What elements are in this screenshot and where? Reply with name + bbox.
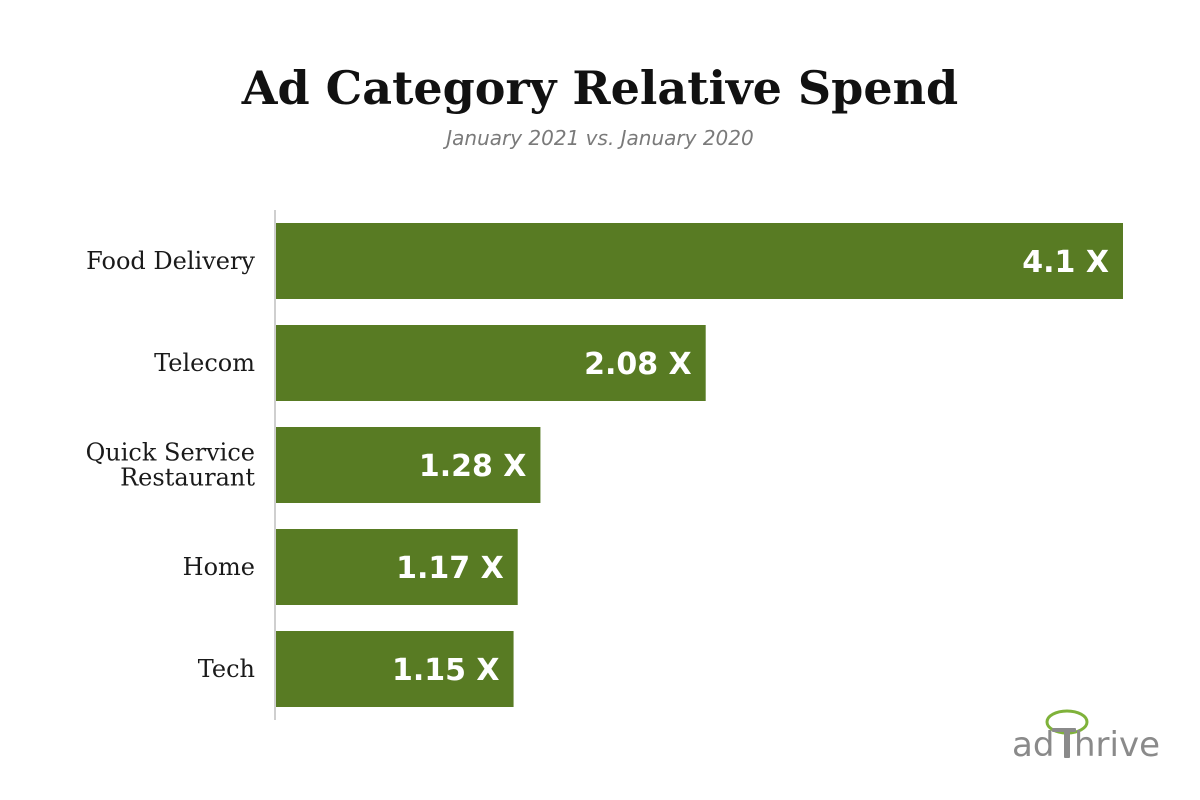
adthrive-logo: ad hrive	[1012, 709, 1160, 765]
chart-title: Ad Category Relative Spend	[241, 61, 958, 115]
data-label-5: 1.15 X	[392, 653, 500, 688]
category-label-4: Home	[183, 553, 255, 581]
tree-icon	[1045, 709, 1089, 758]
bar-5	[276, 631, 514, 707]
bars-group: 4.1 X Food Delivery 2.08 X Telecom 1.28 X Qui…	[86, 223, 1123, 707]
logo-text-left: ad	[1012, 725, 1054, 765]
data-label-1: 4.1 X	[1022, 245, 1109, 280]
data-label-2: 2.08 X	[584, 347, 692, 382]
category-label-line: Food Delivery	[86, 247, 255, 275]
data-label-4: 1.17 X	[396, 551, 504, 586]
bar-1	[276, 223, 1123, 299]
category-label-line: Telecom	[154, 349, 255, 377]
data-label-3: 1.28 X	[419, 449, 527, 484]
category-label-line: Tech	[198, 655, 255, 683]
category-label-line: Home	[183, 553, 255, 581]
category-label-1: Food Delivery	[86, 247, 255, 275]
category-label-2: Telecom	[154, 349, 255, 377]
bar-3	[276, 427, 541, 503]
category-label-5: Tech	[198, 655, 255, 683]
category-label-3: Quick Service Restaurant	[86, 439, 256, 492]
category-label-line: Restaurant	[120, 464, 255, 492]
chart-subtitle: January 2021 vs. January 2020	[442, 126, 753, 150]
bar-2	[276, 325, 706, 401]
logo-text-right: hrive	[1074, 725, 1160, 765]
category-label-line: Quick Service	[86, 439, 255, 467]
bar-4	[276, 529, 518, 605]
